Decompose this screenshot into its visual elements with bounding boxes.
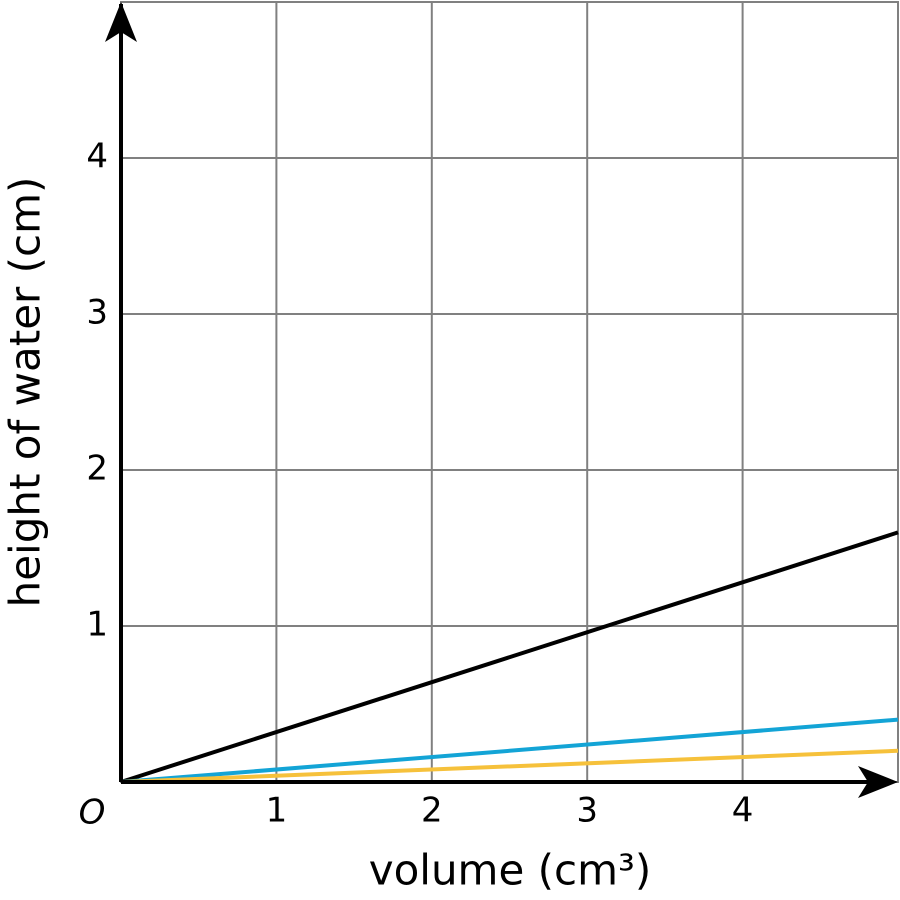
y-tick-label: 1 xyxy=(86,605,108,645)
y-tick-label: 3 xyxy=(86,293,108,333)
y-tick-label: 2 xyxy=(86,449,108,489)
x-axis-label: volume (cm³) xyxy=(369,846,652,895)
x-tick-label: 2 xyxy=(421,791,443,831)
plot-frame xyxy=(120,1,899,783)
series-line xyxy=(120,717,899,784)
x-tick-label: 4 xyxy=(732,791,754,831)
x-tick-label: 1 xyxy=(266,791,288,831)
series-line xyxy=(120,530,899,784)
series-line xyxy=(120,748,899,784)
x-arrow xyxy=(858,766,898,798)
x-tick-label: 3 xyxy=(576,791,598,831)
grid xyxy=(120,1,899,783)
y-tick-label: 4 xyxy=(86,137,108,177)
origin-label: O xyxy=(79,793,106,833)
series xyxy=(120,530,899,784)
y-axis-label: height of water (cm) xyxy=(1,177,50,608)
y-arrow xyxy=(105,2,137,42)
